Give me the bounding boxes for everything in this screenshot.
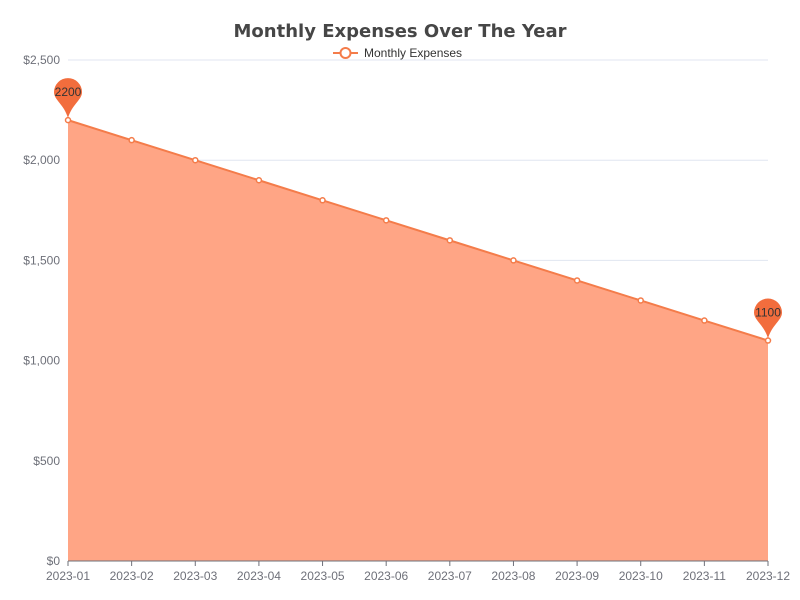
y-tick-label: $1,000	[23, 354, 60, 368]
data-point[interactable]	[128, 136, 135, 144]
x-tick-label: 2023-05	[301, 569, 345, 583]
data-point[interactable]	[192, 156, 199, 164]
data-point[interactable]	[764, 337, 772, 344]
x-tick-label: 2023-01	[46, 569, 90, 583]
data-point[interactable]	[446, 237, 454, 244]
data-point[interactable]	[255, 176, 263, 184]
y-tick-label: $2,500	[23, 53, 60, 67]
series-layer	[64, 116, 772, 562]
data-point[interactable]	[573, 277, 581, 284]
legend-label: Monthly Expenses	[364, 46, 462, 60]
x-tick-label: 2023-11	[683, 569, 726, 583]
data-point[interactable]	[701, 317, 708, 324]
series-line	[67, 119, 769, 342]
y-tick-label: $2,000	[23, 153, 60, 167]
data-point[interactable]	[510, 257, 517, 264]
max-pin-label: 2200	[55, 85, 82, 99]
y-tick-label: $0	[47, 554, 61, 568]
data-point[interactable]	[64, 116, 72, 124]
x-tick-label: 2023-04	[237, 569, 281, 583]
y-tick-label: $1,500	[23, 253, 60, 267]
x-tick-label: 2023-07	[428, 569, 472, 583]
legend-circle-icon	[339, 47, 352, 59]
axes: $0 $500 $1,000 $1,500 $2,000 $2,500 2023-01 202…	[23, 53, 790, 583]
markers: 2200 1100	[54, 78, 782, 339]
x-tick-label: 2023-02	[110, 569, 154, 583]
chart-title: Monthly Expenses Over The Year	[234, 21, 567, 42]
x-tick-label: 2023-03	[173, 569, 217, 583]
x-tick-label: 2023-09	[555, 569, 599, 583]
min-pin-label: 1100	[755, 306, 781, 320]
y-tick-label: $500	[33, 454, 60, 468]
x-tick-label: 2023-08	[491, 569, 535, 583]
x-tick-label: 2023-12	[746, 569, 790, 583]
data-point[interactable]	[637, 297, 644, 304]
series-area	[68, 120, 768, 562]
min-pin-icon	[754, 298, 782, 339]
x-tick-label: 2023-06	[364, 569, 408, 583]
x-tick-label: 2023-10	[619, 569, 663, 583]
data-point[interactable]	[382, 217, 390, 224]
data-point[interactable]	[319, 197, 326, 204]
legend[interactable]: Monthly Expenses	[333, 46, 462, 60]
max-pin-icon	[54, 78, 82, 119]
